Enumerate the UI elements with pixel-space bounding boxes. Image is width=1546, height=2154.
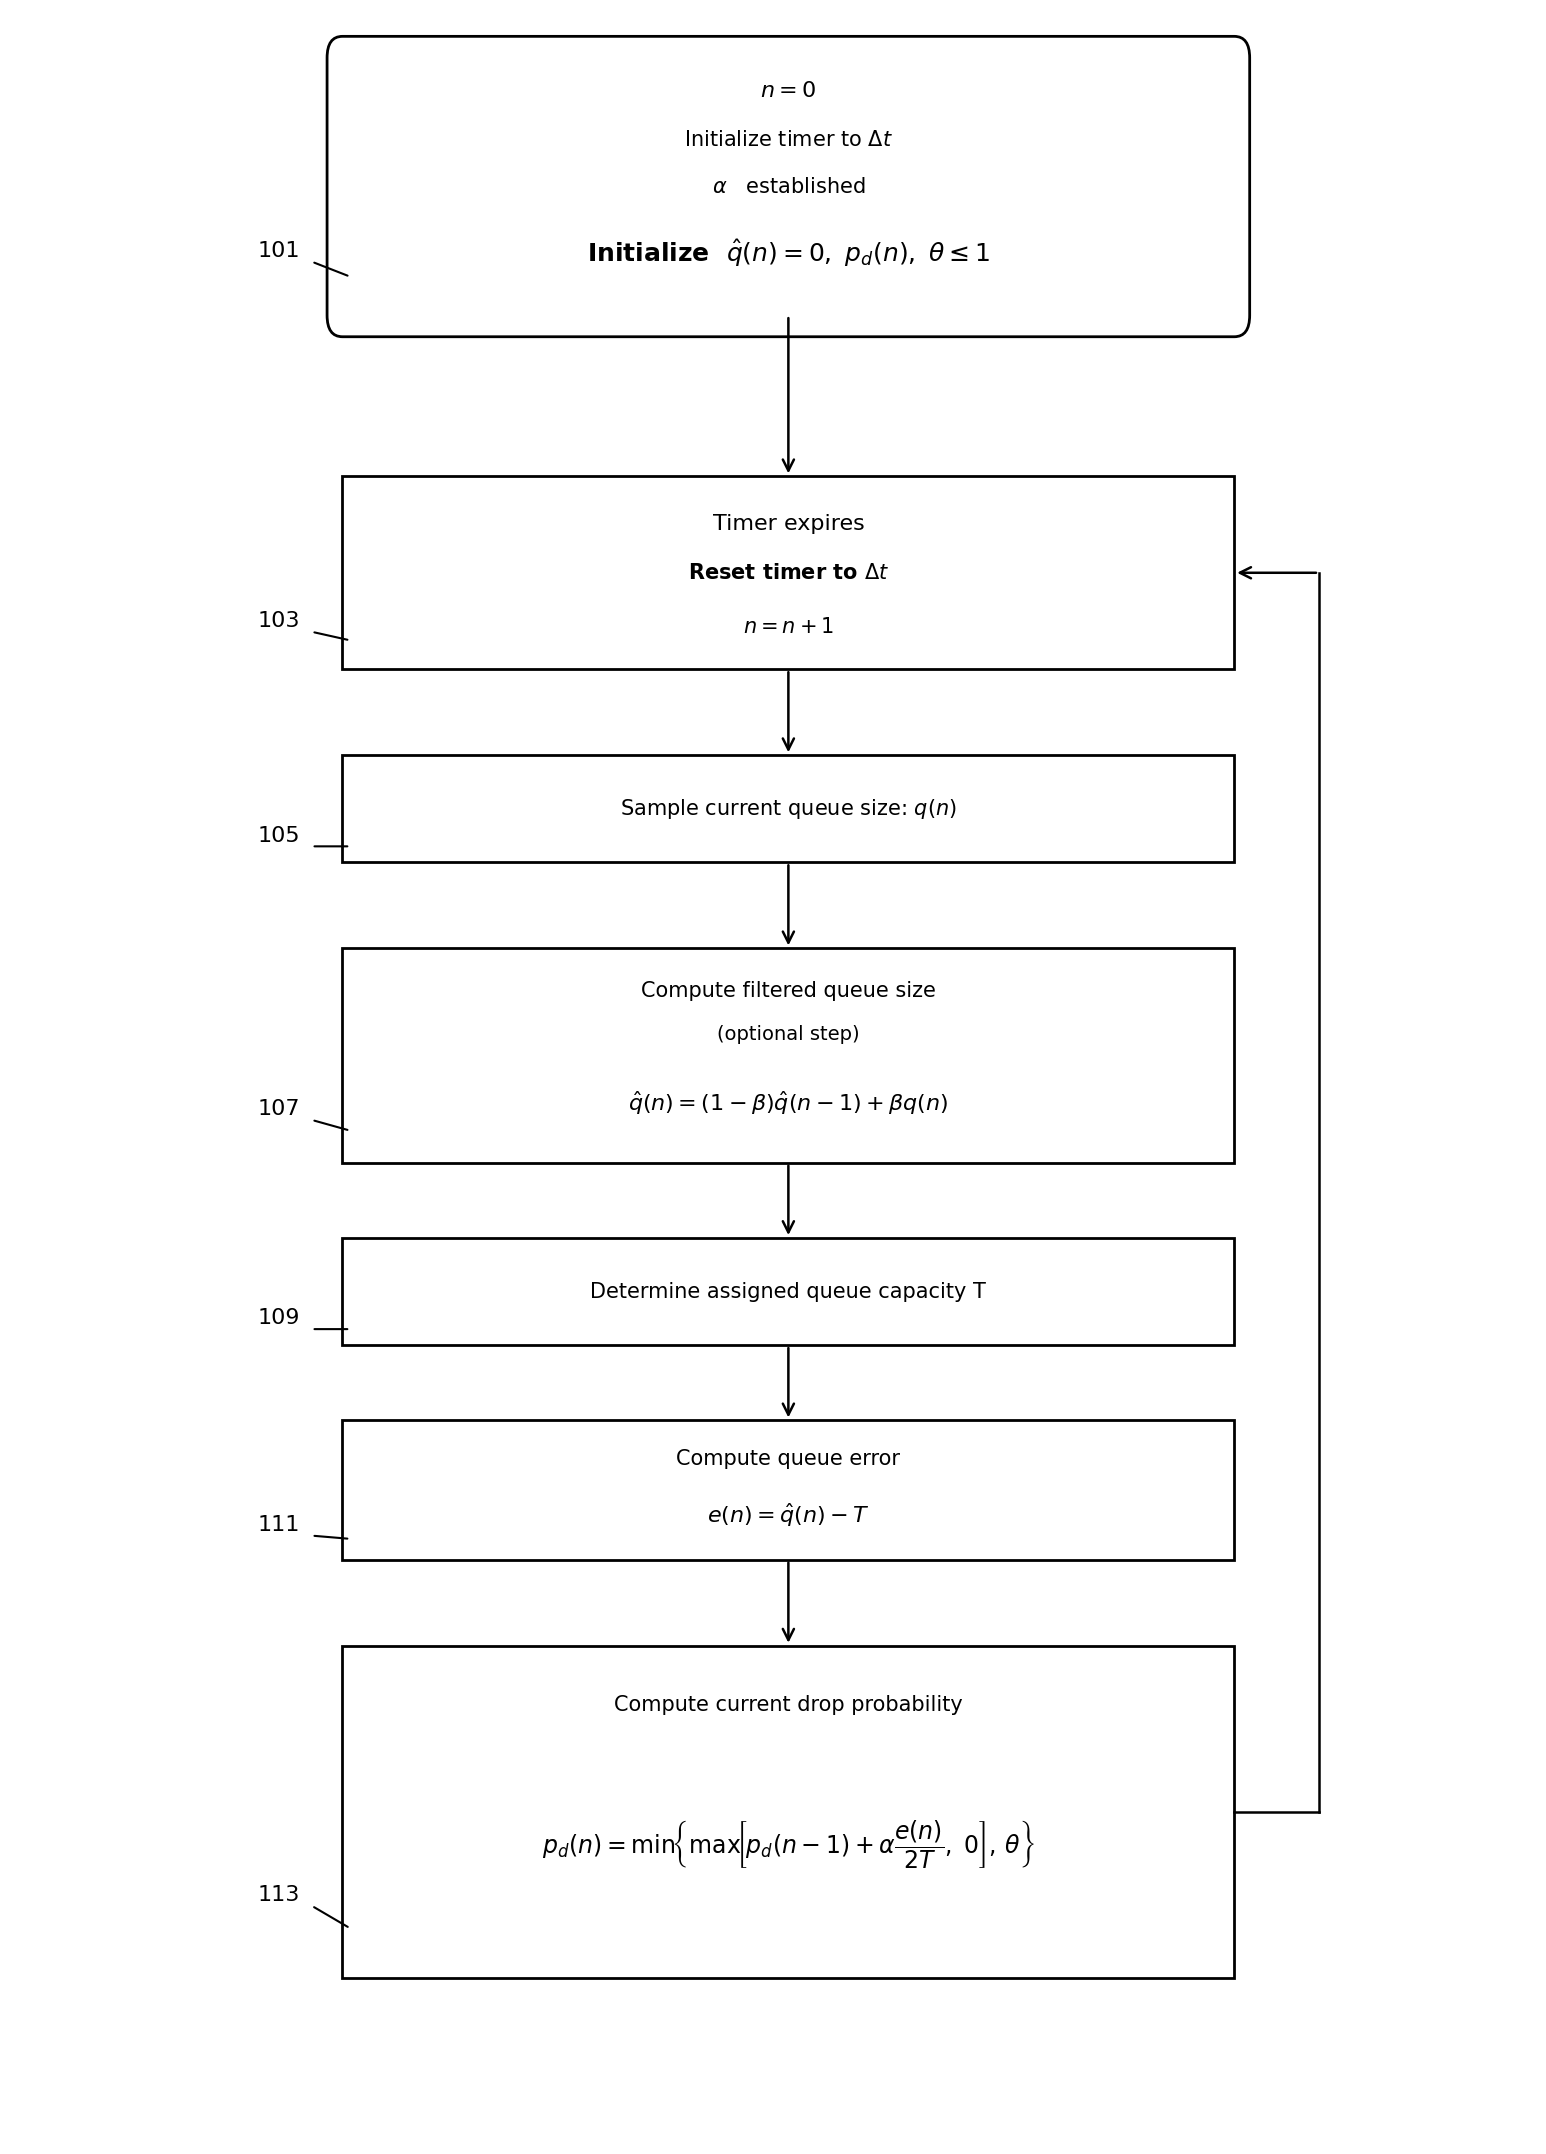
Text: 105: 105: [258, 825, 300, 847]
Text: Compute current drop probability: Compute current drop probability: [614, 1695, 963, 1715]
Text: Compute filtered queue size: Compute filtered queue size: [642, 982, 935, 1002]
Text: Timer expires: Timer expires: [713, 515, 864, 534]
Text: $e(n) = \hat{q}(n) - T$: $e(n) = \hat{q}(n) - T$: [707, 1501, 869, 1529]
Bar: [343, 756, 1234, 862]
Text: Compute queue error: Compute queue error: [677, 1450, 900, 1469]
Text: 101: 101: [258, 241, 300, 261]
Bar: [343, 948, 1234, 1163]
Text: 103: 103: [258, 612, 300, 631]
FancyBboxPatch shape: [328, 37, 1249, 336]
Bar: [343, 476, 1234, 670]
Text: 109: 109: [258, 1307, 300, 1329]
Bar: [343, 1239, 1234, 1346]
Text: 113: 113: [258, 1885, 300, 1904]
Text: $\alpha$   established: $\alpha$ established: [711, 177, 866, 196]
Text: Determine assigned queue capacity T: Determine assigned queue capacity T: [591, 1282, 986, 1301]
Text: $\hat{q}(n) = (1 - \beta)\hat{q}(n-1) + \beta q(n)$: $\hat{q}(n) = (1 - \beta)\hat{q}(n-1) + …: [628, 1090, 948, 1116]
Text: $p_d(n) = \min\!\left\{\max\!\left[p_d(n-1) + \alpha\dfrac{e(n)}{2T},\;0\right],: $p_d(n) = \min\!\left\{\max\!\left[p_d(n…: [541, 1818, 1034, 1872]
Bar: [343, 1419, 1234, 1559]
Text: 107: 107: [258, 1099, 300, 1120]
Text: Initialize  $\hat{q}(n) = 0,\ p_d(n),\ \theta \leq 1$: Initialize $\hat{q}(n) = 0,\ p_d(n),\ \t…: [586, 237, 989, 269]
Text: $n = 0$: $n = 0$: [761, 82, 816, 101]
Text: Reset timer to $\Delta t$: Reset timer to $\Delta t$: [688, 562, 889, 584]
Text: 111: 111: [258, 1514, 300, 1536]
Text: Sample current queue size: $q(n)$: Sample current queue size: $q(n)$: [620, 797, 957, 821]
Text: $n = n + 1$: $n = n + 1$: [742, 616, 833, 638]
Text: (optional step): (optional step): [717, 1025, 860, 1043]
Text: Initialize timer to $\Delta t$: Initialize timer to $\Delta t$: [683, 129, 894, 151]
Bar: [343, 1646, 1234, 1977]
